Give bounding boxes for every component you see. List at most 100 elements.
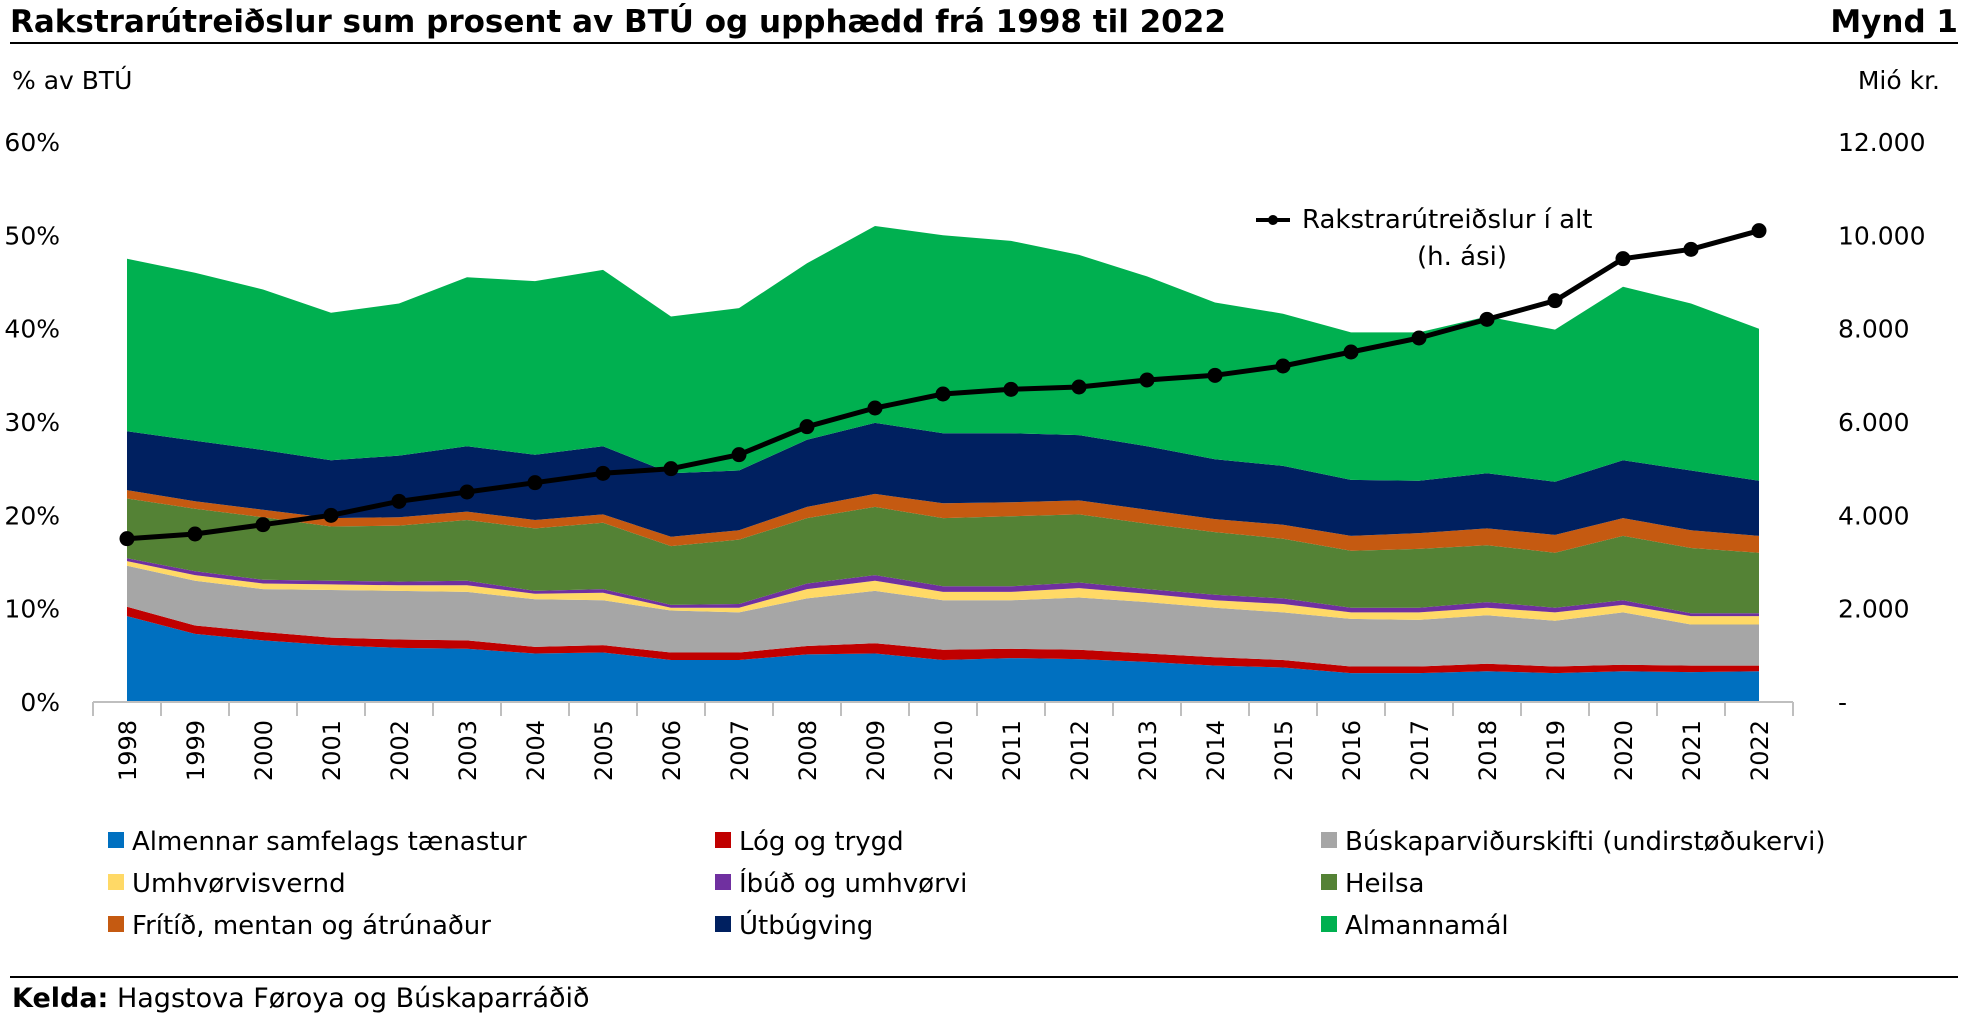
x-tick-label: 2022 bbox=[1746, 720, 1774, 781]
total-line-point bbox=[391, 493, 407, 509]
legend-swatch bbox=[1321, 916, 1337, 932]
x-tick-label: 2021 bbox=[1678, 720, 1706, 781]
x-tick-label: 2007 bbox=[726, 720, 754, 781]
line-legend: Rakstrarútreiðslur í alt (h. ási) bbox=[1256, 205, 1593, 272]
legend-swatch bbox=[715, 916, 731, 932]
legend-label: Lóg og trygd bbox=[739, 827, 904, 857]
x-tick-label: 2014 bbox=[1202, 720, 1230, 781]
legend-label: Heilsa bbox=[1345, 869, 1424, 899]
x-tick-label: 2010 bbox=[930, 720, 958, 781]
line-legend-marker bbox=[1268, 215, 1278, 225]
total-line-point bbox=[867, 400, 883, 416]
x-tick-label: 2003 bbox=[454, 720, 482, 781]
y2-tick-label: 10.000 bbox=[1838, 221, 1925, 250]
x-tick-label: 2000 bbox=[250, 720, 278, 781]
x-tick-label: 2005 bbox=[590, 720, 618, 781]
source-note: Kelda: Hagstova Føroya og Búskaparráðið bbox=[12, 983, 590, 1014]
legend-label: Almennar samfelags tænastur bbox=[132, 827, 527, 857]
total-line-point bbox=[663, 461, 679, 477]
y-axis-label: % av BTÚ bbox=[12, 65, 132, 95]
legend-swatch bbox=[108, 874, 124, 890]
total-line-point bbox=[1343, 344, 1359, 360]
x-tick-label: 2009 bbox=[862, 720, 890, 781]
total-line-point bbox=[119, 531, 135, 547]
total-line-point bbox=[1139, 372, 1155, 388]
x-tick-label: 2015 bbox=[1270, 720, 1298, 781]
y-tick-label: 40% bbox=[4, 315, 60, 344]
x-tick-label: 2013 bbox=[1134, 720, 1162, 781]
total-line-point bbox=[731, 447, 747, 463]
y2-tick-label: 12.000 bbox=[1838, 128, 1925, 157]
area-series-3 bbox=[127, 565, 1759, 667]
area-series-1 bbox=[127, 616, 1759, 702]
legend-label: Útbúgving bbox=[739, 909, 873, 941]
total-line-point bbox=[1547, 293, 1563, 309]
y2-tick-label: 6.000 bbox=[1838, 408, 1910, 437]
x-tick-label: 2016 bbox=[1338, 720, 1366, 781]
top-rule bbox=[10, 42, 1958, 44]
total-line-point bbox=[935, 386, 951, 402]
total-line-point bbox=[1071, 379, 1087, 395]
legend: Almennar samfelags tænastur Lóg og trygd B… bbox=[108, 827, 1826, 941]
total-line-point bbox=[1207, 367, 1223, 383]
line-legend-label: Rakstrarútreiðslur í alt bbox=[1302, 205, 1593, 235]
x-tick-label: 2019 bbox=[1542, 720, 1570, 781]
legend-label: Almannamál bbox=[1345, 911, 1509, 941]
area-series-6 bbox=[127, 498, 1759, 614]
chart-title: Rakstrarútreiðslur sum prosent av BTÚ og… bbox=[10, 4, 1226, 40]
x-tick-label: 2002 bbox=[386, 720, 414, 781]
area-series-9 bbox=[127, 226, 1759, 482]
total-line-point bbox=[255, 517, 271, 533]
legend-label: Íbúð og umhvørvi bbox=[739, 867, 967, 899]
y-tick-label: 50% bbox=[4, 221, 60, 250]
x-tick-label: 1999 bbox=[182, 720, 210, 781]
total-line-point bbox=[1615, 251, 1631, 267]
area-series-5 bbox=[127, 558, 1759, 617]
total-line-point bbox=[799, 419, 815, 435]
bottom-rule bbox=[10, 976, 1958, 978]
y2-tick-label: 4.000 bbox=[1838, 501, 1910, 530]
x-tick-label: 2012 bbox=[1066, 720, 1094, 781]
axes: 1998 1999 2000 2001 2002 2003 2004 2005 2006 2007… bbox=[4, 128, 1925, 781]
x-tick-label: 2018 bbox=[1474, 720, 1502, 781]
legend-swatch bbox=[108, 832, 124, 848]
area-series-2 bbox=[127, 606, 1759, 674]
total-line-point bbox=[323, 507, 339, 523]
x-tick-label: 2001 bbox=[318, 720, 346, 781]
y-tick-label: 0% bbox=[20, 688, 60, 717]
y2-tick-label: 8.000 bbox=[1838, 315, 1910, 344]
x-tick-label: 1998 bbox=[114, 720, 142, 781]
legend-label: Umhvørvisvernd bbox=[132, 869, 346, 899]
y-tick-label: 10% bbox=[4, 595, 60, 624]
chart-area: % av BTÚ Mió kr. 1998 1999 2000 2001 2002 200… bbox=[4, 65, 1940, 941]
total-line-point bbox=[1683, 241, 1699, 257]
y2-tick-label: - bbox=[1838, 688, 1847, 717]
total-line-point bbox=[1751, 223, 1767, 239]
source-text: Hagstova Føroya og Búskaparráðið bbox=[116, 983, 590, 1014]
y-tick-label: 60% bbox=[4, 128, 60, 157]
y-tick-label: 30% bbox=[4, 408, 60, 437]
x-tick-label: 2017 bbox=[1406, 720, 1434, 781]
total-line-point bbox=[187, 526, 203, 542]
total-line-point bbox=[595, 465, 611, 481]
y-tick-label: 20% bbox=[4, 501, 60, 530]
total-line-point bbox=[1411, 330, 1427, 346]
legend-label: Frítíð, mentan og átrúnaður bbox=[132, 911, 491, 941]
legend-swatch bbox=[715, 832, 731, 848]
figure-label: Mynd 1 bbox=[1830, 4, 1958, 40]
y2-axis-label: Mió kr. bbox=[1858, 66, 1940, 95]
stacked-areas bbox=[127, 226, 1759, 702]
line-legend-axis-note: (h. ási) bbox=[1417, 242, 1507, 272]
legend-swatch bbox=[108, 916, 124, 932]
legend-swatch bbox=[715, 874, 731, 890]
total-line-point bbox=[1479, 311, 1495, 327]
area-series-4 bbox=[127, 561, 1759, 625]
total-line-point bbox=[527, 475, 543, 491]
total-line-point bbox=[459, 484, 475, 500]
x-tick-label: 2011 bbox=[998, 720, 1026, 781]
x-tick-label: 2008 bbox=[794, 720, 822, 781]
source-label: Kelda: bbox=[12, 983, 109, 1014]
area-series-8 bbox=[127, 422, 1759, 537]
x-tick-label: 2006 bbox=[658, 720, 686, 781]
x-tick-label: 2020 bbox=[1610, 720, 1638, 781]
